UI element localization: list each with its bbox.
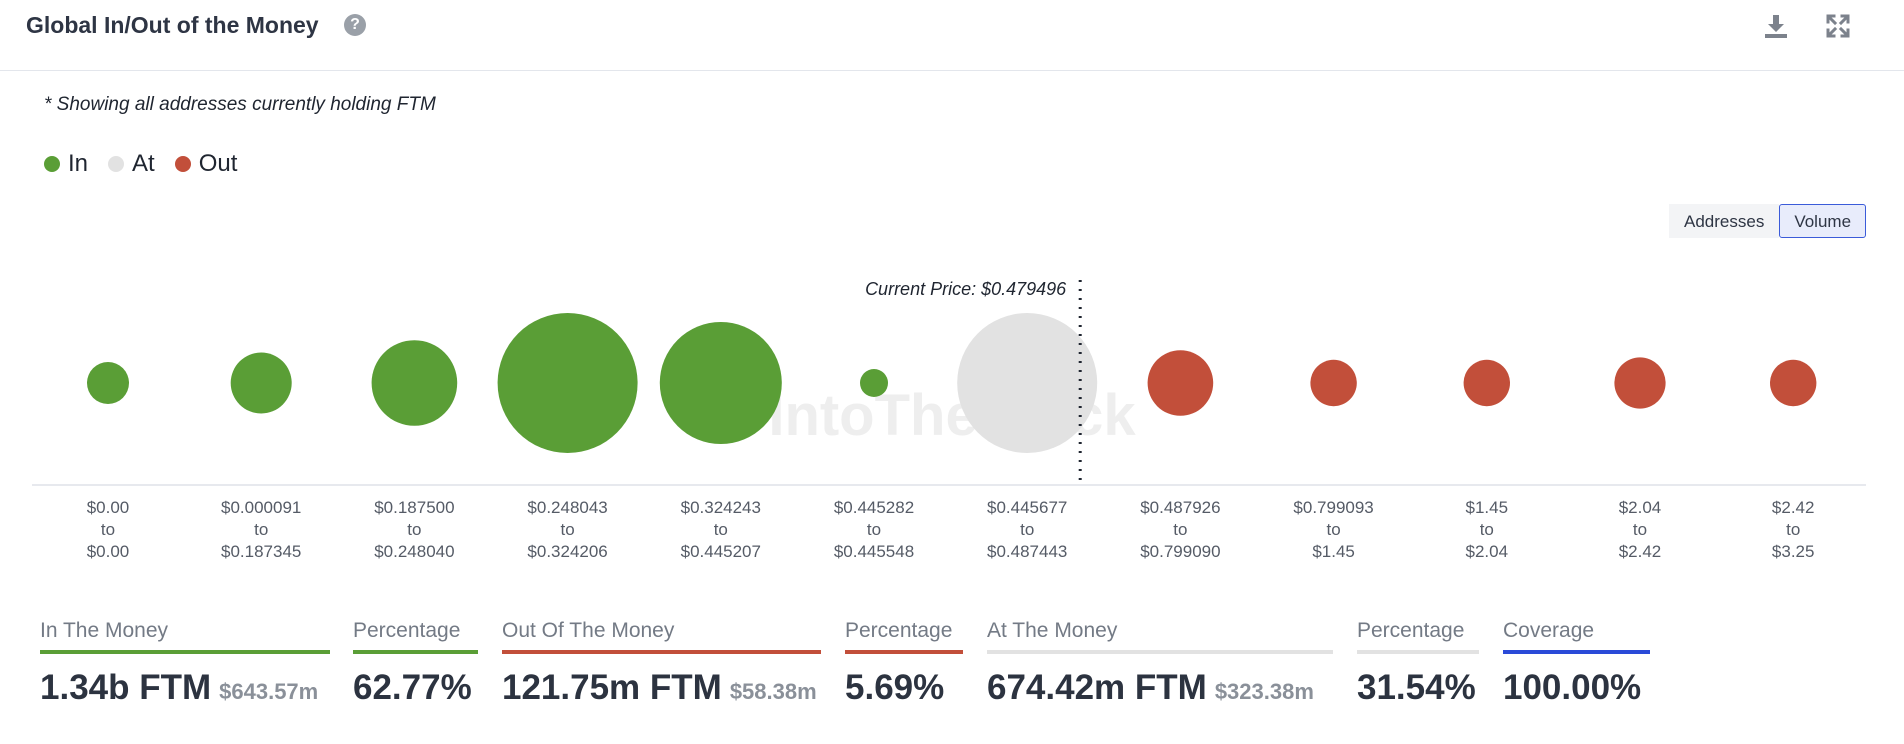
addresses-toggle-button[interactable]: Addresses xyxy=(1669,204,1780,238)
tick-label: to xyxy=(867,520,881,539)
stat-value-usd: $58.38m xyxy=(729,679,817,704)
bubble-11 xyxy=(1614,357,1666,409)
tick-label: $0.187500 xyxy=(374,498,454,517)
stat-value-main: 674.42m FTM xyxy=(987,668,1207,707)
tick-label: to xyxy=(1786,520,1800,539)
legend-item-at[interactable]: At xyxy=(108,150,155,178)
bubble-chart: IntoTheBlock$0.00to$0.00$0.000091to$0.18… xyxy=(32,279,1866,561)
tick-label: $0.487926 xyxy=(1140,498,1220,517)
bubble-10 xyxy=(1463,359,1511,407)
legend-dot-in xyxy=(44,156,60,172)
stat-value-main: 62.77% xyxy=(353,668,472,707)
tick-label: $3.25 xyxy=(1772,542,1815,561)
stat-in-the-money: In The Money 1.34b FTM $643.57m xyxy=(40,616,330,708)
volume-toggle-button[interactable]: Volume xyxy=(1779,204,1867,238)
tick-label: $1.45 xyxy=(1312,542,1355,561)
tick-label: to xyxy=(714,520,728,539)
bubble-3 xyxy=(371,340,458,426)
legend-dot-at xyxy=(108,156,125,172)
stat-label: Percentage xyxy=(1357,616,1479,654)
tick-label: $0.799093 xyxy=(1293,498,1373,517)
tick-label: to xyxy=(1633,520,1647,539)
legend-dot-out xyxy=(174,156,191,172)
stat-value: 121.75m FTM $58.38m xyxy=(502,668,821,708)
tick-label: to xyxy=(254,520,268,539)
tick-label: $0.187345 xyxy=(221,542,301,561)
tick-label: $1.45 xyxy=(1466,498,1509,517)
tick-label: to xyxy=(1020,520,1034,539)
card-header: Global In/Out of the Money ? xyxy=(0,0,1904,71)
stat-label: At The Money xyxy=(987,616,1333,654)
stat-label: Out Of The Money xyxy=(502,616,821,654)
stat-at-percentage: Percentage 31.54% xyxy=(1357,616,1479,708)
bubble-1 xyxy=(87,362,129,404)
tick-label: to xyxy=(1327,520,1341,539)
tick-label: to xyxy=(1173,520,1187,539)
tick-label: $2.04 xyxy=(1619,498,1662,517)
bubble-7 xyxy=(957,313,1098,453)
help-icon[interactable]: ? xyxy=(344,14,366,36)
tick-label: $0.324243 xyxy=(681,498,761,517)
tick-label: $0.248043 xyxy=(527,498,607,517)
tick-label: $2.42 xyxy=(1772,498,1815,517)
tick-label: $2.04 xyxy=(1466,542,1509,561)
tick-label: $0.00 xyxy=(87,498,130,517)
stat-at-the-money: At The Money 674.42m FTM $323.38m xyxy=(987,616,1333,708)
tick-label: $0.000091 xyxy=(221,498,301,517)
stat-value: 1.34b FTM $643.57m xyxy=(40,668,330,708)
stat-value-main: 121.75m FTM xyxy=(502,668,722,707)
legend-label-at: At xyxy=(132,150,155,177)
tick-label: $0.324206 xyxy=(527,542,607,561)
stat-label: Percentage xyxy=(353,616,478,654)
tick-label: $0.445282 xyxy=(834,498,914,517)
tick-label: to xyxy=(561,520,575,539)
bubble-9 xyxy=(1310,359,1357,407)
chart-legend: In At Out xyxy=(44,150,257,178)
stats-bar: In The Money 1.34b FTM $643.57m Percentag… xyxy=(0,616,1904,726)
tick-label: $0.487443 xyxy=(987,542,1067,561)
tick-label: to xyxy=(407,520,421,539)
holding-note: * Showing all addresses currently holdin… xyxy=(44,94,436,115)
tick-label: $0.799090 xyxy=(1140,542,1220,561)
legend-item-in[interactable]: In xyxy=(44,150,88,178)
bubble-5 xyxy=(659,322,782,444)
bubble-6 xyxy=(860,369,888,397)
stat-label: Percentage xyxy=(845,616,963,654)
metric-toggle: Addresses Volume xyxy=(1669,204,1867,238)
stat-coverage: Coverage 100.00% xyxy=(1503,616,1650,708)
tick-label: $0.00 xyxy=(87,542,130,561)
stat-value: 674.42m FTM $323.38m xyxy=(987,668,1333,708)
stat-value-main: 1.34b FTM xyxy=(40,668,212,707)
stat-value-main: 100.00% xyxy=(1503,668,1642,707)
stat-out-of-the-money: Out Of The Money 121.75m FTM $58.38m xyxy=(502,616,821,708)
tick-label: $0.445677 xyxy=(987,498,1067,517)
stat-value-usd: $643.57m xyxy=(219,679,319,704)
tick-label: to xyxy=(101,520,115,539)
tick-label: $0.445548 xyxy=(834,542,914,561)
page-title: Global In/Out of the Money xyxy=(26,12,319,38)
bubble-2 xyxy=(230,352,292,414)
stat-label: In The Money xyxy=(40,616,330,654)
download-icon[interactable] xyxy=(1762,12,1790,40)
bubble-8 xyxy=(1147,350,1214,416)
tick-label: $0.248040 xyxy=(374,542,454,561)
legend-label-in: In xyxy=(68,150,89,177)
stat-value-main: 5.69% xyxy=(845,668,945,707)
stat-label: Coverage xyxy=(1503,616,1650,654)
stat-in-percentage: Percentage 62.77% xyxy=(353,616,478,708)
current-price-label: Current Price: $0.479496 xyxy=(865,279,1067,299)
fullscreen-icon[interactable] xyxy=(1824,12,1852,40)
tick-label: $0.445207 xyxy=(681,542,761,561)
stat-value-usd: $323.38m xyxy=(1214,679,1314,704)
bubble-4 xyxy=(497,313,638,453)
stat-value-main: 31.54% xyxy=(1357,668,1476,707)
tick-label: to xyxy=(1480,520,1494,539)
stat-out-percentage: Percentage 5.69% xyxy=(845,616,963,708)
legend-label-out: Out xyxy=(198,150,238,177)
tick-label: $2.42 xyxy=(1619,542,1662,561)
legend-item-out[interactable]: Out xyxy=(174,150,238,178)
bubble-12 xyxy=(1770,359,1817,407)
